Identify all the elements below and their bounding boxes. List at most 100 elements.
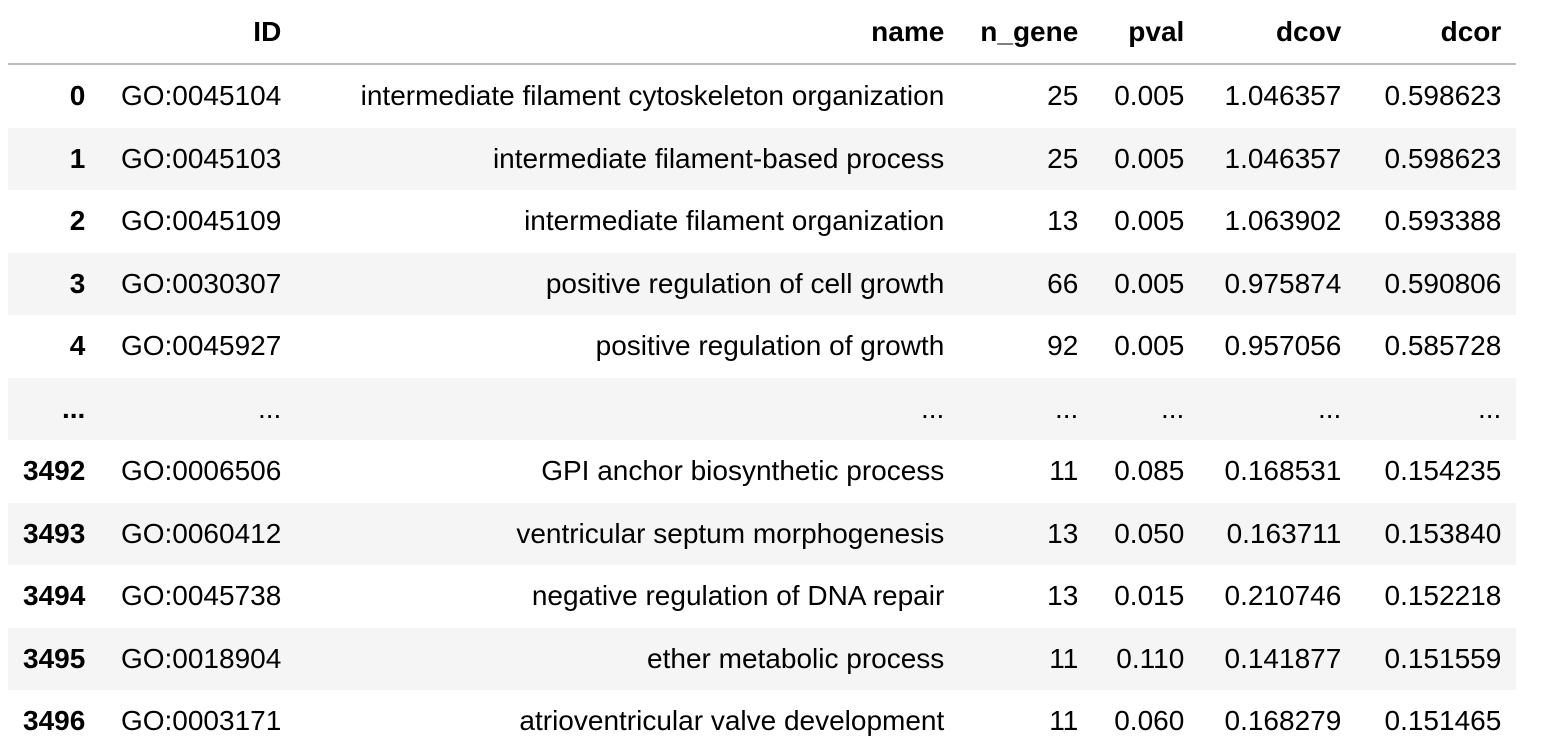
ellipsis-row: ... ... ... ... ... ... ... (8, 377, 1517, 440)
cell-name: intermediate filament organization (524, 205, 945, 237)
cell-dcov: 0.168531 (1224, 455, 1342, 487)
cell-pval: 0.005 (1114, 142, 1185, 174)
cell-pval: 0.015 (1114, 580, 1185, 612)
cell-pval: 0.085 (1114, 455, 1185, 487)
cell-dcov: 1.046357 (1224, 80, 1342, 112)
table-row: 3 GO:0030307 positive regulation of cell… (8, 252, 1517, 315)
cell-pval: 0.005 (1114, 80, 1185, 112)
row-index: 3 (69, 267, 86, 299)
header-pval: pval (1093, 0, 1200, 65)
cell-n-gene: 13 (1047, 205, 1079, 237)
cell-dcov: 0.168279 (1224, 705, 1342, 737)
header-n-gene: n_gene (959, 0, 1094, 65)
cell-n-gene: 11 (1049, 455, 1079, 487)
cell-name: ... (920, 392, 945, 424)
cell-pval: 0.060 (1114, 705, 1185, 737)
cell-dcor: 0.152218 (1384, 580, 1502, 612)
cell-name: GPI anchor biosynthetic process (541, 455, 945, 487)
cell-name: ether metabolic process (647, 642, 945, 674)
cell-n-gene: 25 (1047, 142, 1079, 174)
cell-dcov: ... (1317, 392, 1342, 424)
row-index: 4 (69, 330, 86, 362)
table-row: 3494 GO:0045738 negative regulation of D… (8, 565, 1517, 628)
header-id: ID (100, 0, 297, 65)
cell-pval: 0.110 (1116, 642, 1185, 674)
cell-dcov: 1.046357 (1224, 142, 1342, 174)
row-index: 0 (69, 80, 86, 112)
cell-dcov: 0.141877 (1224, 642, 1342, 674)
cell-name: ventricular septum morphogenesis (516, 517, 945, 549)
cell-name: intermediate filament-based process (492, 142, 945, 174)
row-index: 3495 (23, 642, 86, 674)
row-index: ... (61, 392, 86, 424)
row-index: 3493 (23, 517, 86, 549)
cell-n-gene: 11 (1049, 705, 1079, 737)
row-index: 3492 (23, 455, 86, 487)
table-row: 3496 GO:0003171 atrioventricular valve d… (8, 690, 1517, 753)
table-row: 3495 GO:0018904 ether metabolic process … (8, 627, 1517, 690)
table-body: 0 GO:0045104 intermediate filament cytos… (8, 64, 1517, 753)
cell-id: GO:0018904 (120, 642, 282, 674)
cell-dcov: 1.063902 (1224, 205, 1342, 237)
cell-id: GO:0030307 (120, 267, 282, 299)
cell-n-gene: ... (1054, 392, 1079, 424)
header-index (8, 0, 101, 65)
cell-name: positive regulation of cell growth (545, 267, 945, 299)
cell-n-gene: 11 (1049, 642, 1079, 674)
row-index: 2 (69, 205, 86, 237)
table-row: 3492 GO:0006506 GPI anchor biosynthetic … (8, 440, 1517, 503)
cell-dcor: 0.153840 (1384, 517, 1502, 549)
row-index: 1 (69, 142, 86, 174)
table-row: 0 GO:0045104 intermediate filament cytos… (8, 64, 1517, 128)
cell-name: intermediate filament cytoskeleton organ… (360, 80, 945, 112)
cell-name: atrioventricular valve development (519, 705, 945, 737)
cell-name: negative regulation of DNA repair (531, 580, 945, 612)
cell-dcor: 0.151559 (1384, 642, 1502, 674)
cell-dcor: 0.598623 (1384, 142, 1502, 174)
cell-id: GO:0045738 (120, 580, 282, 612)
cell-dcov: 0.975874 (1224, 267, 1342, 299)
cell-pval: ... (1160, 392, 1185, 424)
cell-id: ... (257, 392, 282, 424)
cell-id: GO:0003171 (120, 705, 282, 737)
row-index: 3494 (23, 580, 86, 612)
cell-id: GO:0060412 (120, 517, 282, 549)
dataframe-table: ID name n_gene pval dcov dcor 0 GO:00451… (8, 0, 1517, 753)
cell-n-gene: 66 (1047, 267, 1079, 299)
header-name: name (296, 0, 960, 65)
cell-dcor: 0.590806 (1384, 267, 1502, 299)
table-header: ID name n_gene pval dcov dcor (8, 0, 1517, 65)
cell-n-gene: 13 (1047, 517, 1079, 549)
cell-dcor: 0.585728 (1384, 330, 1502, 362)
cell-dcor: 0.598623 (1384, 80, 1502, 112)
cell-pval: 0.005 (1114, 205, 1185, 237)
cell-id: GO:0045104 (120, 80, 282, 112)
row-index: 3496 (23, 705, 86, 737)
cell-dcov: 0.163711 (1226, 517, 1342, 549)
cell-dcor: ... (1477, 392, 1502, 424)
cell-pval: 0.050 (1114, 517, 1185, 549)
cell-id: GO:0006506 (120, 455, 282, 487)
header-dcov: dcov (1199, 0, 1357, 65)
table-row: 2 GO:0045109 intermediate filament organ… (8, 190, 1517, 253)
cell-id: GO:0045927 (120, 330, 282, 362)
cell-id: GO:0045109 (120, 205, 282, 237)
header-dcor: dcor (1356, 0, 1517, 65)
cell-dcor: 0.151465 (1384, 705, 1502, 737)
cell-pval: 0.005 (1114, 267, 1185, 299)
table-row: 4 GO:0045927 positive regulation of grow… (8, 315, 1517, 378)
table-row: 1 GO:0045103 intermediate filament-based… (8, 127, 1517, 190)
cell-id: GO:0045103 (120, 142, 282, 174)
table-row: 3493 GO:0060412 ventricular septum morph… (8, 502, 1517, 565)
cell-name: positive regulation of growth (595, 330, 945, 362)
cell-dcov: 0.210746 (1224, 580, 1342, 612)
cell-n-gene: 25 (1047, 80, 1079, 112)
cell-dcor: 0.593388 (1384, 205, 1502, 237)
cell-n-gene: 92 (1047, 330, 1079, 362)
header-row: ID name n_gene pval dcov dcor (8, 0, 1517, 65)
cell-pval: 0.005 (1114, 330, 1185, 362)
cell-n-gene: 13 (1047, 580, 1079, 612)
cell-dcor: 0.154235 (1384, 455, 1502, 487)
cell-dcov: 0.957056 (1224, 330, 1342, 362)
